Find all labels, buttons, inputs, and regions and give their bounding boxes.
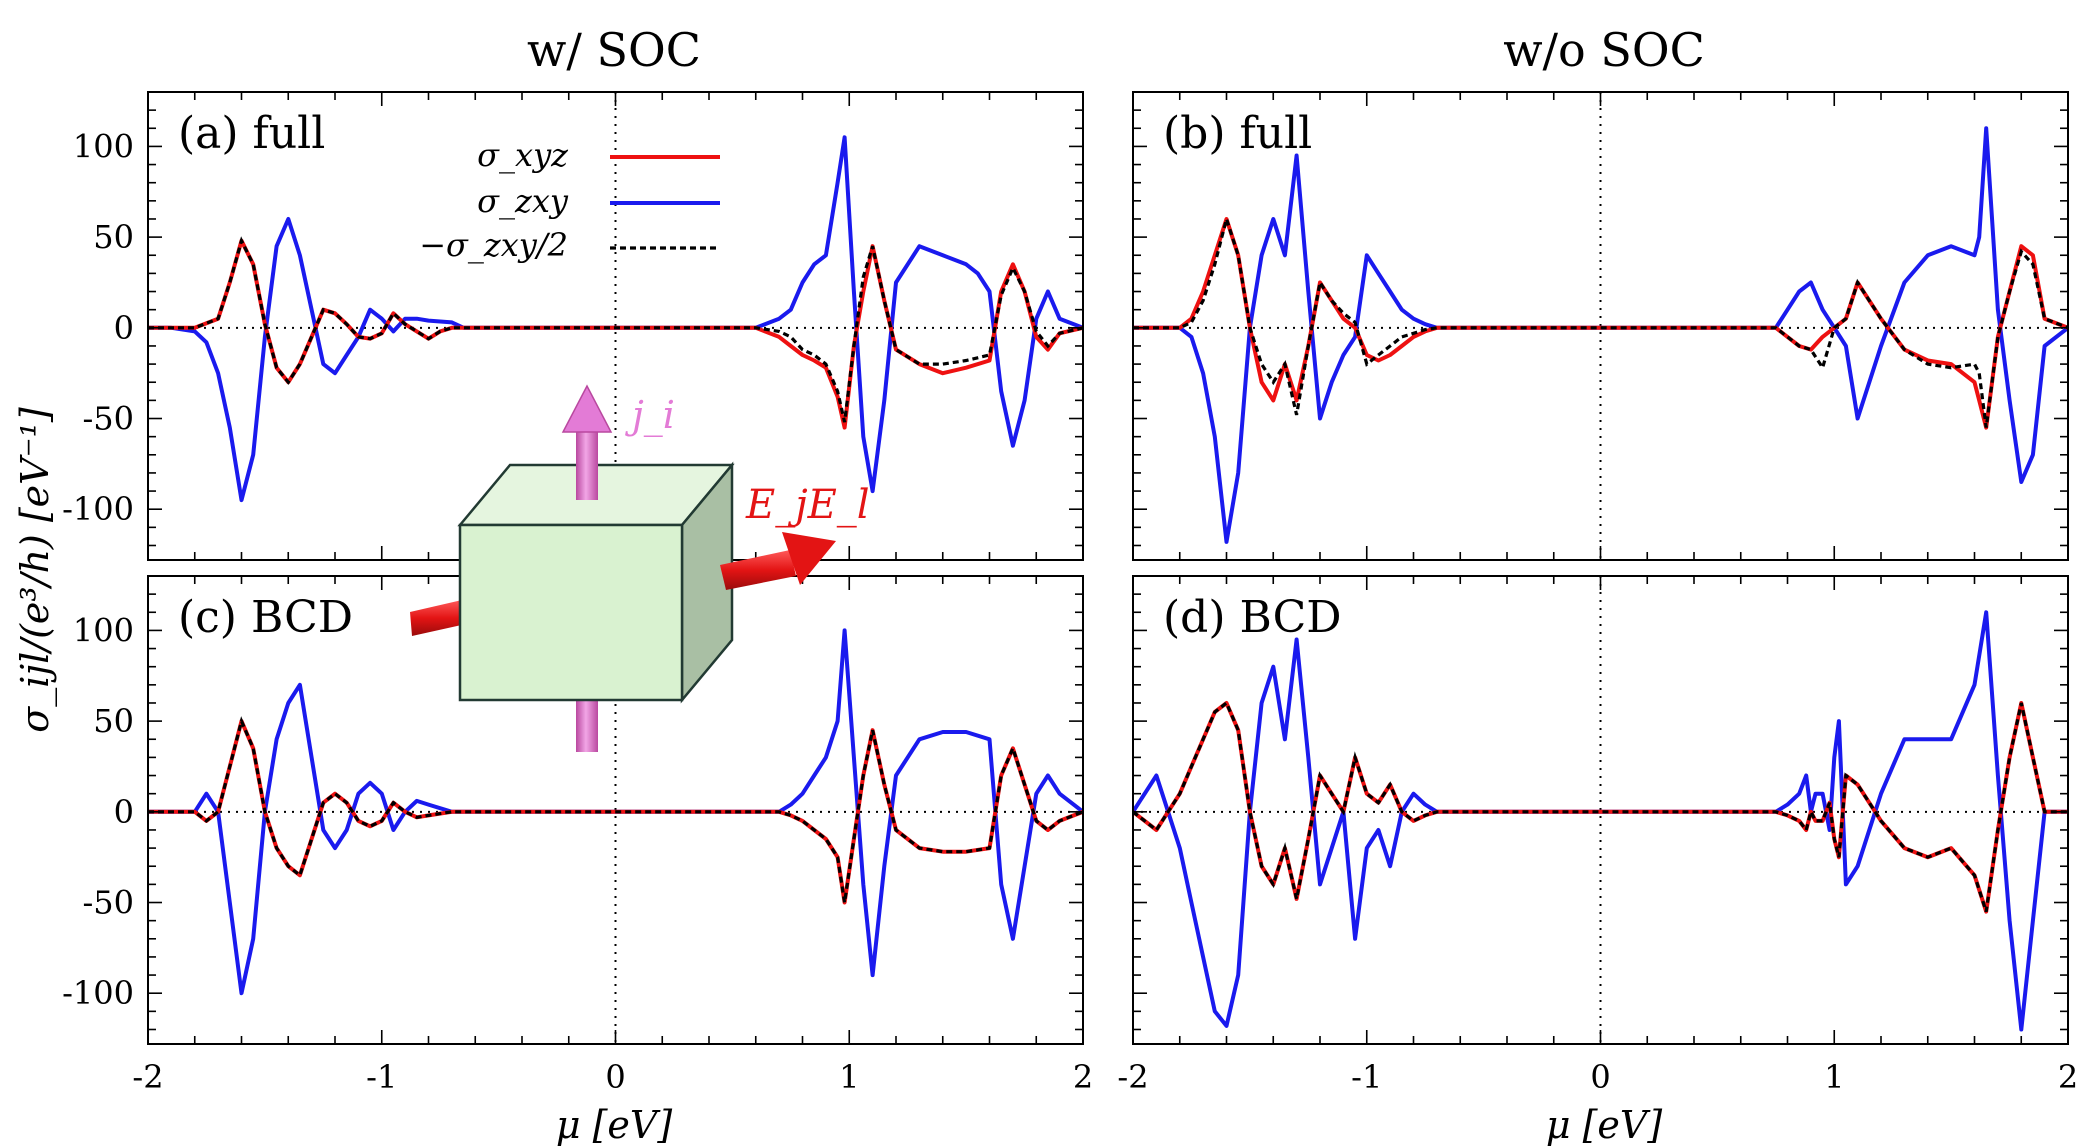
panel-a: -100 -50 0 50 100 (a) full [62,91,1084,561]
legend-label-sigma-xyz: σ_xyz [477,136,569,174]
title-with-soc: w/ SOC [527,23,701,77]
x-axis-label-right: μ [eV] [1546,1103,1663,1147]
series-line-black [148,716,1083,903]
x-tick-label: -2 [132,1058,163,1096]
panel-b: (b) full [1132,91,2069,561]
series-line-red [1133,217,2068,430]
x-tick-label: 2 [1073,1058,1093,1096]
y-tick-label: -50 [82,400,134,438]
x-tick-label: -2 [1117,1058,1148,1096]
panel-label-c: (c) BCD [178,592,353,643]
series-line-blue [1133,610,2068,1032]
legend-label-sigma-zxy: σ_zxy [477,182,569,220]
legend-label-minus-half-sigma-zxy: −σ_zxy/2 [419,226,568,264]
x-tick-label: -1 [366,1058,397,1096]
x-tick-label: 2 [2058,1058,2078,1096]
inset-label-ejel: E_jE_l [745,482,870,528]
arrow-right-head [782,532,836,585]
y-tick-label: 0 [114,309,134,347]
x-tick-label: 0 [1590,1058,1610,1096]
y-tick-label: 50 [93,702,134,740]
y-tick-label: 100 [73,611,134,649]
inset-label-ji: j_i [625,393,675,438]
arrow-left-stub [410,600,466,636]
plot-frame [1132,91,2069,561]
panel-d: -2 -1 0 1 2 (d) BCD [1117,575,2078,1096]
x-axis-label-left: μ [eV] [556,1103,673,1147]
series-line-black [1133,700,2068,913]
y-tick-label: 0 [114,793,134,831]
y-tick-label: -50 [82,884,134,922]
x-tick-label: -1 [1351,1058,1382,1096]
panel-c: -100 -50 0 50 100 -2 -1 0 1 2 (c) BCD [62,575,1093,1096]
y-tick-label: -100 [62,974,134,1012]
x-tick-label: 0 [605,1058,625,1096]
panel-label-d: (d) BCD [1163,592,1342,643]
inset-cube-diagram: j_i E_jE_l [410,384,870,752]
x-tick-label: 1 [839,1058,859,1096]
plot-frame [1132,575,2069,1045]
arrow-up-head [561,384,613,433]
y-tick-label: -100 [62,490,134,528]
series-line-black [1133,213,2068,428]
arrow-bottom-stub [576,700,598,752]
y-axis-label: σ_ijl/(e³/h) [eV⁻¹] [13,407,58,733]
y-tick-label: 100 [73,127,134,165]
panel-label-a: (a) full [178,108,325,159]
arrow-up-shaft [576,420,598,500]
panel-label-b: (b) full [1163,108,1312,159]
title-without-soc: w/o SOC [1503,23,1705,77]
legend: σ_xyz σ_zxy −σ_zxy/2 [419,136,720,264]
series-line-blue [1133,126,2068,544]
x-tick-label: 1 [1824,1058,1844,1096]
y-tick-label: 50 [93,218,134,256]
series-line-black [148,236,1083,423]
arrow-right-shaft [720,550,796,590]
cube-front-face [458,523,684,702]
